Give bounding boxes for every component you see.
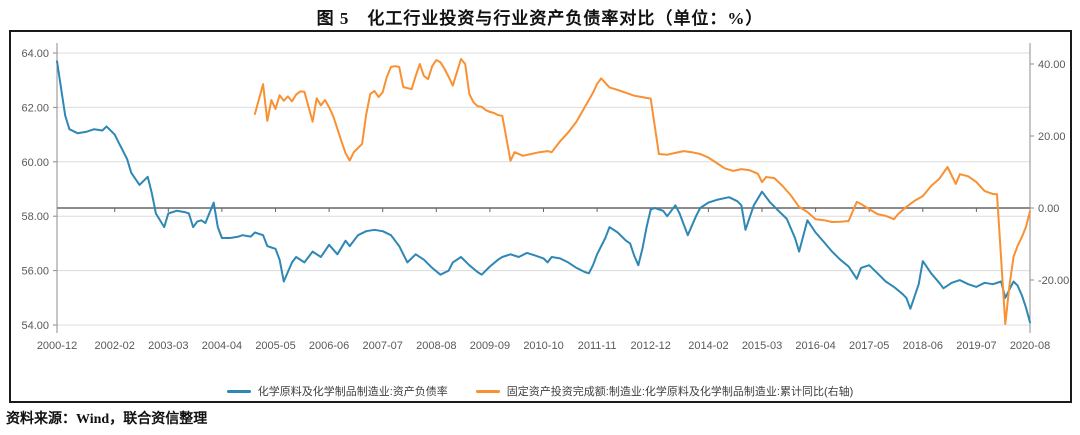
- source-note: 资料来源：Wind，联合资信整理: [6, 412, 208, 427]
- x-axis-tick-label: 2016-04: [795, 340, 835, 352]
- legend-item-debt-ratio: 化学原料及化学制品制造业:资产负债率: [226, 383, 448, 399]
- x-axis-tick-label: 2015-03: [742, 340, 782, 352]
- x-axis-tick-label: 2008-08: [416, 340, 456, 352]
- left-axis-tick-label: 54.00: [21, 320, 49, 332]
- right-axis-tick-label: 0.00: [1038, 203, 1059, 215]
- right-axis-tick-label: 40.00: [1038, 59, 1066, 71]
- x-axis-tick-label: 2018-06: [903, 340, 943, 352]
- x-axis-tick-label: 2003-03: [148, 340, 188, 352]
- x-axis-tick-label: 2007-07: [363, 340, 403, 352]
- chart-frame: [9, 30, 1072, 403]
- x-axis-tick-label: 2014-02: [688, 340, 728, 352]
- x-axis-tick-label: 2017-05: [849, 340, 889, 352]
- x-axis-tick-label: 2004-04: [202, 340, 242, 352]
- chart-title: 图 5 化工行业投资与行业资产负债率对比（单位：%）: [316, 9, 764, 28]
- x-axis-tick-label: 2009-09: [470, 340, 510, 352]
- x-axis-tick-label: 2002-02: [95, 340, 135, 352]
- legend-label-debt-ratio: 化学原料及化学制品制造业:资产负债率: [257, 386, 448, 398]
- x-axis-tick-label: 2000-12: [37, 340, 77, 352]
- chart-legend: 化学原料及化学制品制造业:资产负债率 固定资产投资完成额:制造业:化学原料及化学…: [0, 383, 1080, 399]
- x-axis-tick-label: 2010-10: [523, 340, 563, 352]
- left-axis-tick-label: 64.00: [21, 48, 49, 60]
- series-line-debt-ratio: [56, 60, 1031, 324]
- left-axis-tick-label: 56.00: [21, 266, 49, 278]
- right-axis-tick-label: 20.00: [1038, 131, 1066, 143]
- x-axis-tick-label: 2019-07: [956, 340, 996, 352]
- x-axis-tick-label: 2006-06: [309, 340, 349, 352]
- legend-label-investment: 固定资产投资完成额:制造业:化学原料及化学制品制造业:累计同比(右轴): [506, 386, 854, 398]
- legend-swatch-blue: [226, 389, 251, 393]
- left-axis-tick-label: 60.00: [21, 157, 49, 169]
- right-axis-tick-label: -20.00: [1038, 275, 1069, 287]
- x-axis-tick-label: 2020-08: [1010, 340, 1050, 352]
- x-axis-tick-label: 2005-05: [255, 340, 295, 352]
- left-axis-tick-label: 62.00: [21, 102, 49, 114]
- left-axis-tick-label: 58.00: [21, 211, 49, 223]
- x-axis-tick-label: 2012-12: [631, 340, 671, 352]
- x-axis-tick-label: 2011-11: [578, 340, 617, 352]
- series-line-investment: [253, 58, 1031, 325]
- legend-item-investment: 固定资产投资完成额:制造业:化学原料及化学制品制造业:累计同比(右轴): [475, 383, 854, 399]
- legend-swatch-orange: [475, 389, 500, 393]
